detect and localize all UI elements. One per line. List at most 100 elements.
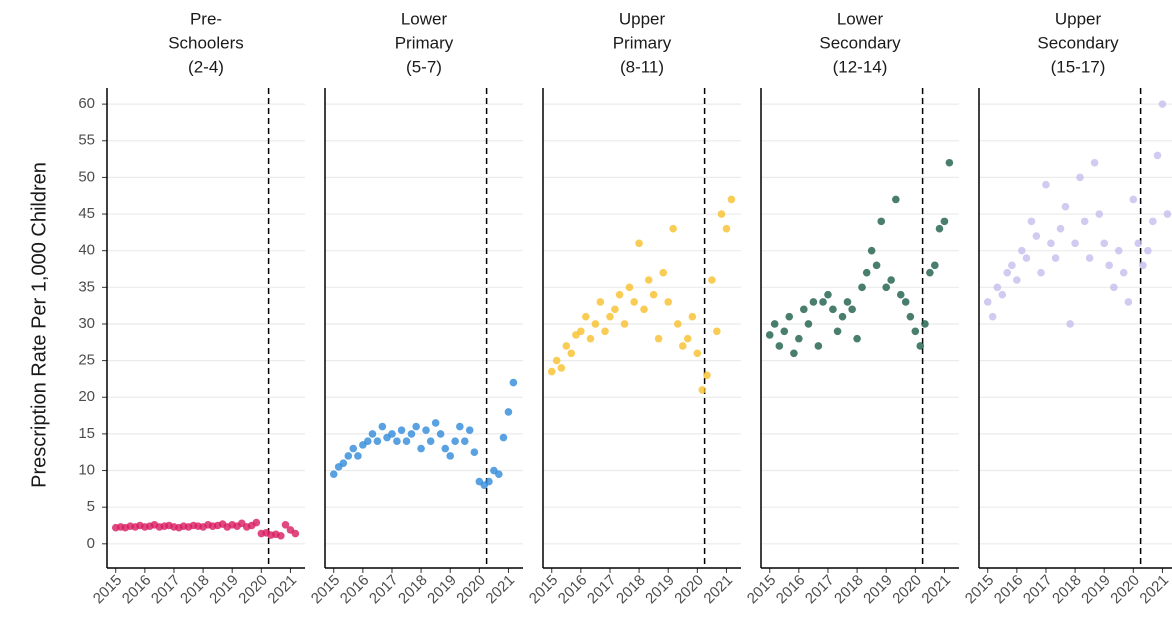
point: [485, 477, 493, 486]
panel-title: (2-4): [188, 57, 224, 76]
point: [717, 210, 726, 218]
point: [911, 327, 920, 336]
point: [402, 437, 411, 446]
x-tick-label: 2018: [177, 572, 213, 608]
y-tick-label: 5: [87, 498, 95, 515]
point: [1144, 246, 1152, 255]
point: [862, 268, 871, 277]
panel-title: Secondary: [1037, 33, 1119, 52]
point: [504, 408, 513, 416]
point: [378, 422, 387, 431]
point: [916, 342, 925, 350]
point: [368, 430, 377, 438]
point: [843, 298, 852, 306]
point: [698, 386, 707, 394]
point: [703, 371, 711, 380]
point: [1090, 158, 1099, 167]
point: [993, 283, 1002, 292]
x-tick-label: 2021: [264, 572, 300, 608]
point: [814, 342, 823, 350]
point: [983, 298, 992, 306]
point: [940, 217, 949, 226]
point: [606, 312, 614, 321]
point: [785, 312, 794, 321]
x-tick-label: 2021: [1136, 572, 1172, 608]
y-tick-label: 15: [78, 425, 95, 442]
x-tick-label: 2019: [860, 572, 896, 608]
y-tick-label: 10: [78, 462, 95, 479]
point: [635, 239, 643, 248]
x-tick-label: 2020: [1107, 572, 1143, 608]
point: [926, 268, 934, 277]
point: [1076, 173, 1084, 182]
panel-title: Pre-: [190, 9, 222, 28]
point: [397, 426, 406, 435]
point: [1134, 239, 1143, 248]
point: [727, 195, 736, 204]
panel: LowerPrimary(5-7)20152016201720182019202…: [308, 9, 523, 607]
point: [393, 437, 401, 446]
point: [596, 298, 605, 306]
point: [1100, 239, 1109, 248]
x-tick-label: 2020: [671, 572, 707, 608]
point: [349, 444, 358, 453]
point: [804, 320, 813, 328]
point: [1071, 239, 1079, 248]
y-tick-label: 55: [78, 132, 95, 149]
panel-title: Primary: [613, 33, 672, 52]
point: [838, 312, 847, 321]
point: [291, 529, 300, 538]
point: [882, 283, 891, 292]
point: [708, 276, 716, 284]
point: [339, 459, 348, 468]
point: [1149, 217, 1157, 226]
point: [460, 437, 469, 446]
point: [809, 298, 818, 306]
point: [630, 298, 638, 306]
point: [1056, 224, 1065, 233]
point: [678, 342, 687, 350]
x-tick-label: 2015: [962, 572, 998, 608]
point: [407, 430, 416, 438]
x-tick-label: 2018: [831, 572, 867, 608]
point: [620, 320, 629, 328]
x-tick-label: 2019: [1078, 572, 1114, 608]
point: [1129, 195, 1138, 204]
point: [412, 422, 420, 431]
point: [625, 283, 634, 292]
x-tick-label: 2015: [90, 572, 126, 608]
point: [853, 334, 861, 343]
panel-title: Secondary: [819, 33, 901, 52]
point: [901, 298, 910, 306]
point: [615, 290, 624, 299]
x-tick-label: 2021: [700, 572, 736, 608]
y-tick-label: 60: [78, 95, 95, 112]
point: [441, 444, 450, 453]
point: [495, 470, 503, 478]
point: [795, 334, 803, 343]
panel-title: Upper: [1055, 9, 1102, 28]
point: [582, 312, 590, 321]
x-tick-label: 2016: [119, 572, 155, 608]
point: [1051, 254, 1060, 262]
x-tick-label: 2020: [889, 572, 925, 608]
point: [509, 378, 518, 387]
point: [562, 342, 571, 350]
point: [892, 195, 900, 204]
point: [780, 327, 789, 336]
x-tick-label: 2018: [613, 572, 649, 608]
point: [567, 349, 576, 358]
point: [373, 437, 382, 446]
point: [1080, 217, 1089, 226]
point: [1095, 210, 1104, 218]
point: [683, 334, 692, 343]
point: [775, 342, 784, 350]
point: [945, 158, 954, 167]
point: [354, 452, 362, 460]
x-tick-label: 2017: [366, 572, 402, 608]
point: [417, 444, 425, 453]
x-tick-label: 2019: [424, 572, 460, 608]
panel: UpperPrimary(8-11)2015201620172018201920…: [526, 9, 741, 607]
y-tick-label: 45: [78, 205, 95, 222]
